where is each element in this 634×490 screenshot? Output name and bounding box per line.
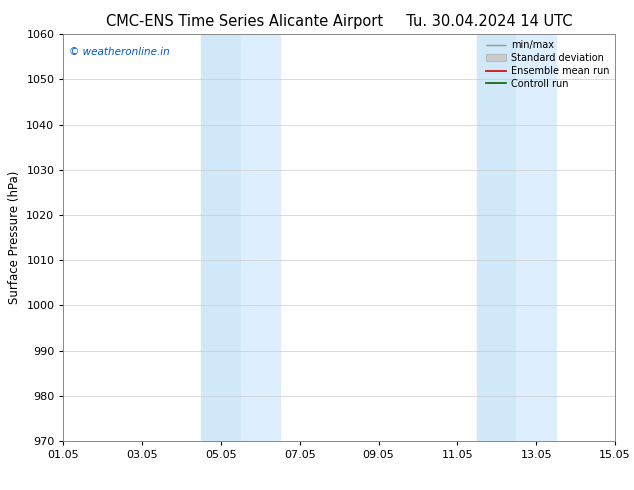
Legend: min/max, Standard deviation, Ensemble mean run, Controll run: min/max, Standard deviation, Ensemble me…: [482, 36, 613, 93]
Bar: [202, 34, 241, 441]
Y-axis label: Surface Pressure (hPa): Surface Pressure (hPa): [8, 171, 21, 304]
Title: CMC-ENS Time Series Alicante Airport     Tu. 30.04.2024 14 UTC: CMC-ENS Time Series Alicante Airport Tu.…: [106, 14, 573, 29]
Text: © weatheronline.in: © weatheronline.in: [69, 47, 170, 56]
Bar: [241, 34, 280, 441]
Bar: [477, 34, 517, 441]
Bar: [517, 34, 556, 441]
